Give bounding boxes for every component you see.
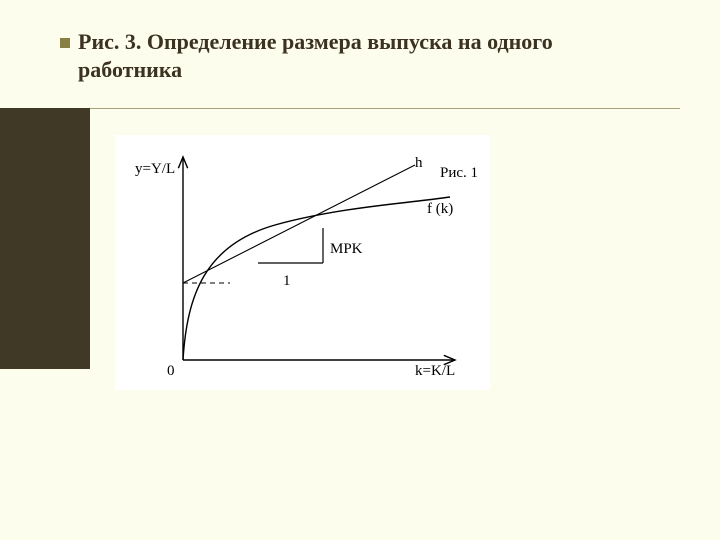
label-inset: Рис. 1 <box>440 165 478 181</box>
label-curve: f (k) <box>427 201 453 217</box>
title-bullet <box>60 38 70 48</box>
divider-light <box>90 108 680 109</box>
slide: Рис. 3. Определение размера выпуска на о… <box>0 0 720 540</box>
diagram-svg: y=Y/L k=K/L 0 h f (k) MPK 1 Рис. 1 <box>115 135 490 390</box>
label-x_axis: k=K/L <box>415 363 455 379</box>
slide-title: Рис. 3. Определение размера выпуска на о… <box>78 28 648 83</box>
label-y_axis: y=Y/L <box>135 161 175 177</box>
label-mpk: MPK <box>330 241 363 257</box>
diagram-figure: y=Y/L k=K/L 0 h f (k) MPK 1 Рис. 1 <box>115 135 490 390</box>
label-unit: 1 <box>283 273 291 289</box>
title-block: Рис. 3. Определение размера выпуска на о… <box>78 28 648 83</box>
left-accent-bar <box>0 111 90 369</box>
label-origin: 0 <box>167 363 175 379</box>
label-tangent: h <box>415 155 423 171</box>
tangent-line <box>183 165 415 283</box>
production-curve <box>183 197 450 360</box>
